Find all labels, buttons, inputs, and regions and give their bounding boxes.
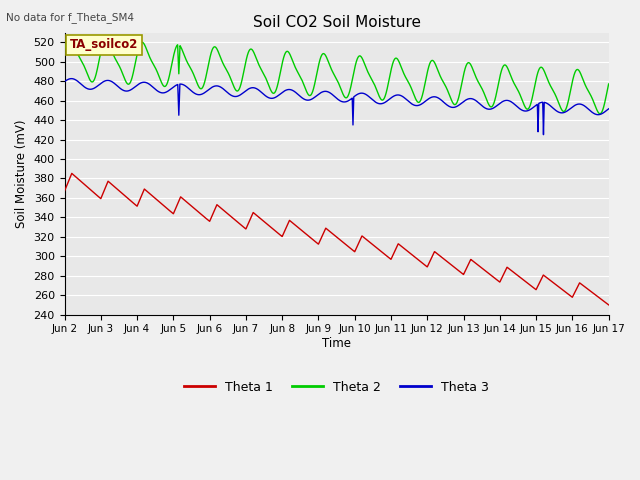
Legend: Theta 1, Theta 2, Theta 3: Theta 1, Theta 2, Theta 3 bbox=[179, 375, 494, 398]
Text: No data for f_Theta_SM4: No data for f_Theta_SM4 bbox=[6, 12, 134, 23]
Text: TA_soilco2: TA_soilco2 bbox=[70, 38, 138, 51]
Y-axis label: Soil Moisture (mV): Soil Moisture (mV) bbox=[15, 120, 28, 228]
Title: Soil CO2 Soil Moisture: Soil CO2 Soil Moisture bbox=[253, 15, 420, 30]
X-axis label: Time: Time bbox=[322, 337, 351, 350]
